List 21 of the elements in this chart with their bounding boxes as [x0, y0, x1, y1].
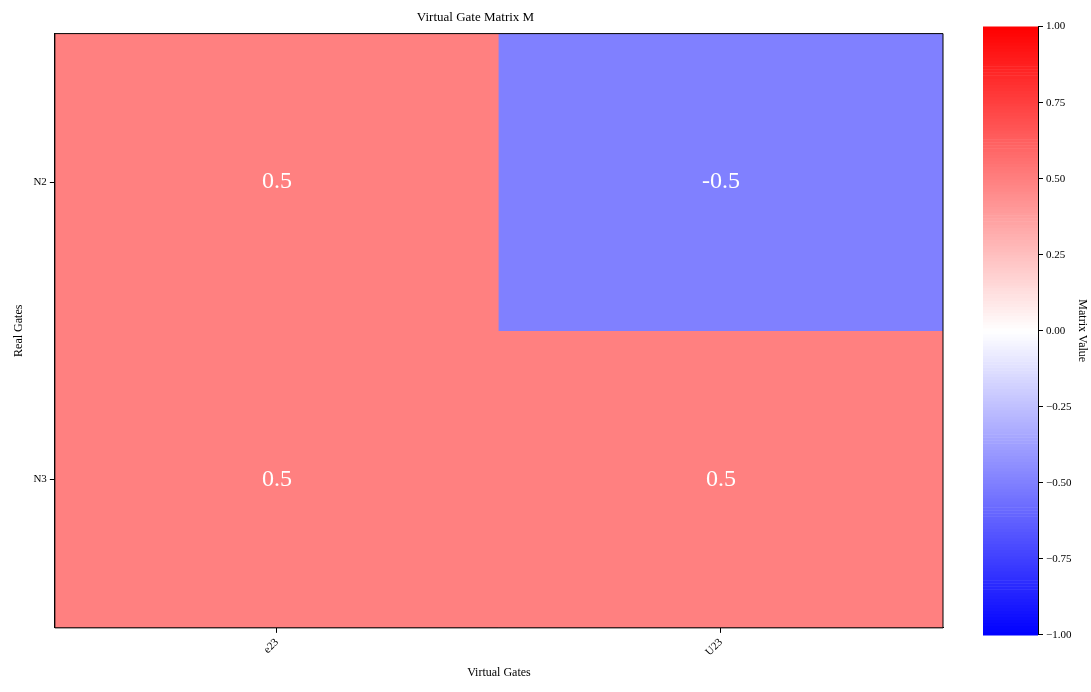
color-bar-label: −1.00: [1046, 627, 1072, 640]
x-axis-title: Virtual Gates: [467, 664, 532, 679]
y-tick-label: N2: [33, 175, 47, 188]
x-tick-label: U23: [702, 635, 725, 658]
y-axis-title: Real Gates: [11, 304, 26, 357]
color-bar-label: 0.75: [1046, 95, 1066, 108]
data-label: -0.5: [701, 167, 740, 194]
data-label: 0.5: [261, 464, 292, 491]
data-label: 0.5: [261, 167, 292, 194]
color-bar-label: −0.25: [1046, 399, 1072, 412]
chart-title: Virtual Gate Matrix M: [416, 9, 535, 25]
color-bar-label: 0.50: [1046, 171, 1066, 184]
y-tick-label: N3: [33, 472, 48, 485]
color-bar-label: 0.00: [1046, 323, 1066, 336]
color-bar-label: 0.25: [1046, 247, 1066, 260]
color-bar-label: −0.75: [1046, 551, 1072, 564]
x-tick-label: e23: [260, 635, 281, 656]
color-bar-label: 1.00: [1046, 19, 1066, 32]
color-bar-label: −0.50: [1046, 475, 1072, 488]
data-label: 0.5: [705, 464, 736, 491]
color-bar-title: Matrix Value: [1075, 299, 1090, 363]
